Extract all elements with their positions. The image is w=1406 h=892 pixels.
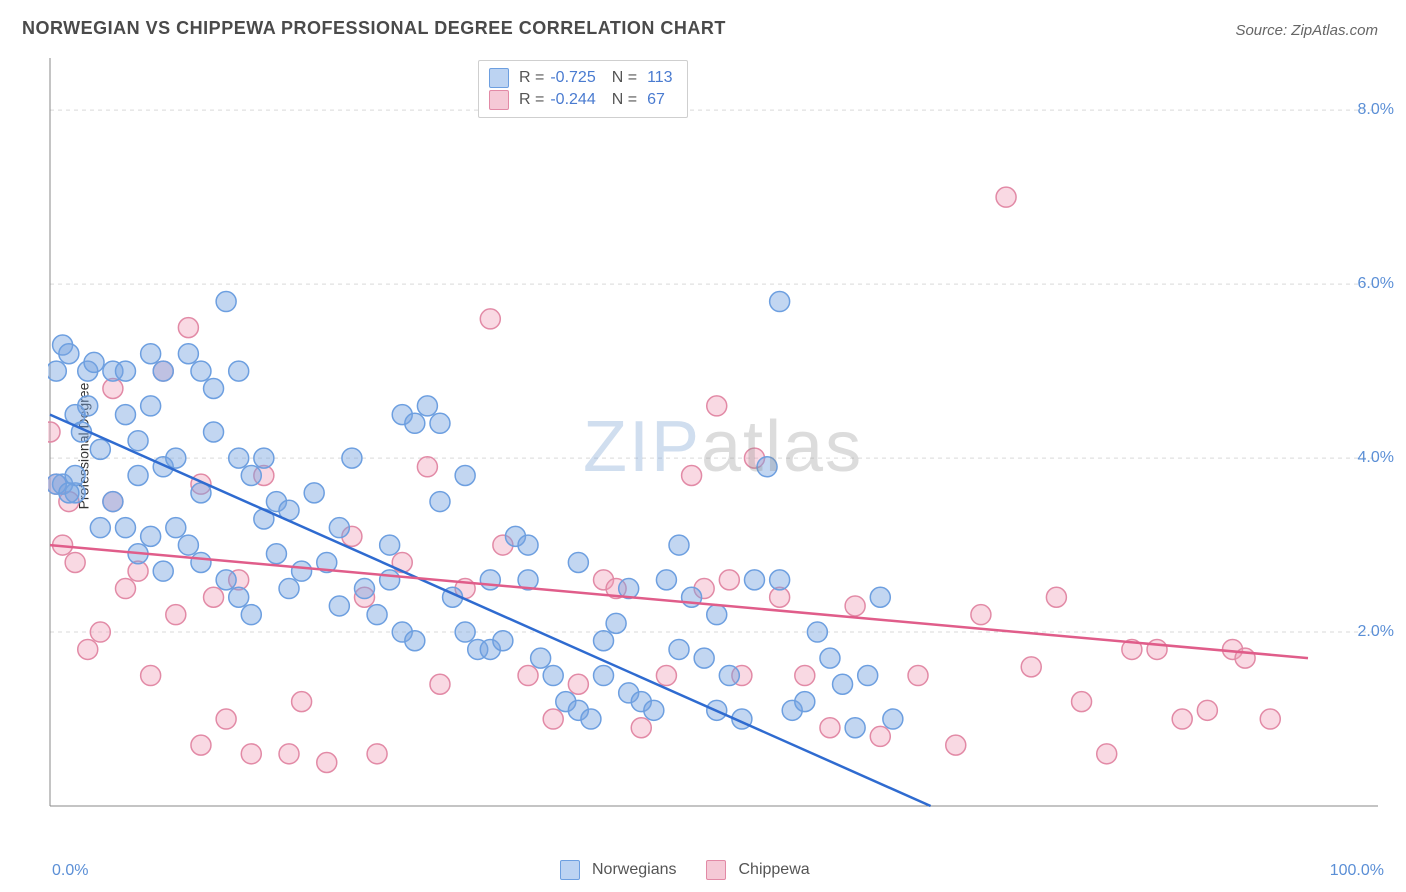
legend-label-chippewa: Chippewa: [738, 861, 809, 879]
legend-label-norwegians: Norwegians: [592, 861, 676, 879]
swatch-norwegians: [489, 68, 509, 88]
legend-row-norwegians: R = -0.725 N = 113: [489, 67, 673, 89]
y-tick-label: 6.0%: [1358, 275, 1394, 293]
x-tick-min: 0.0%: [52, 862, 88, 880]
chart-container: NORWEGIAN VS CHIPPEWA PROFESSIONAL DEGRE…: [0, 0, 1406, 892]
swatch-chippewa-bottom: [706, 860, 726, 880]
chart-title: NORWEGIAN VS CHIPPEWA PROFESSIONAL DEGRE…: [22, 18, 726, 39]
legend-item-chippewa: Chippewa: [706, 860, 809, 880]
source-attribution: Source: ZipAtlas.com: [1235, 22, 1378, 39]
plot-svg: [48, 56, 1378, 836]
n-label-0: N =: [612, 67, 637, 89]
swatch-norwegians-bottom: [560, 860, 580, 880]
n-value-0: 113: [647, 67, 673, 89]
y-tick-label: 2.0%: [1358, 623, 1394, 641]
x-tick-max: 100.0%: [1330, 862, 1384, 880]
r-value-1: -0.244: [550, 89, 595, 111]
legend-correlation: R = -0.725 N = 113 R = -0.244 N = 67: [478, 60, 688, 118]
legend-series: Norwegians Chippewa: [560, 860, 810, 880]
legend-row-chippewa: R = -0.244 N = 67: [489, 89, 673, 111]
y-tick-label: 4.0%: [1358, 449, 1394, 467]
r-label-0: R =: [519, 67, 544, 89]
n-label-1: N =: [612, 89, 637, 111]
legend-item-norwegians: Norwegians: [560, 860, 676, 880]
n-value-1: 67: [647, 89, 665, 111]
swatch-chippewa: [489, 90, 509, 110]
plot-area: ZIPatlas R = -0.725 N = 113 R = -0.244 N…: [48, 56, 1378, 836]
r-value-0: -0.725: [550, 67, 595, 89]
r-label-1: R =: [519, 89, 544, 111]
y-tick-label: 8.0%: [1358, 101, 1394, 119]
